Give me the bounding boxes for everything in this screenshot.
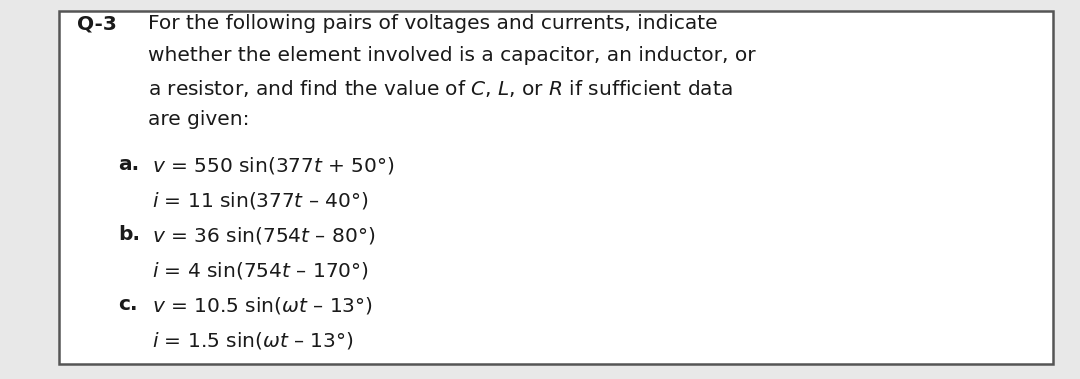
Text: $i$ = 4 sin(754$t$ – 170°): $i$ = 4 sin(754$t$ – 170°) [152, 260, 369, 281]
Text: Q-3: Q-3 [77, 14, 117, 33]
Text: For the following pairs of voltages and currents, indicate: For the following pairs of voltages and … [148, 14, 717, 33]
Text: c.: c. [118, 295, 137, 314]
Text: $i$ = 1.5 sin($\omega t$ – 13°): $i$ = 1.5 sin($\omega t$ – 13°) [152, 330, 354, 351]
Text: are given:: are given: [148, 110, 249, 129]
Text: b.: b. [118, 225, 140, 244]
Text: $v$ = 36 sin(754$t$ – 80°): $v$ = 36 sin(754$t$ – 80°) [152, 225, 375, 246]
Text: a resistor, and find the value of $C$, $L$, or $R$ if sufficient data: a resistor, and find the value of $C$, $… [148, 78, 732, 99]
Text: $v$ = 10.5 sin($\omega t$ – 13°): $v$ = 10.5 sin($\omega t$ – 13°) [152, 295, 373, 316]
Text: whether the element involved is a capacitor, an inductor, or: whether the element involved is a capaci… [148, 46, 756, 65]
Text: a.: a. [118, 155, 139, 174]
Text: $i$ = 11 sin(377$t$ – 40°): $i$ = 11 sin(377$t$ – 40°) [152, 190, 368, 211]
Text: $v$ = 550 sin(377$t$ + 50°): $v$ = 550 sin(377$t$ + 50°) [152, 155, 394, 176]
